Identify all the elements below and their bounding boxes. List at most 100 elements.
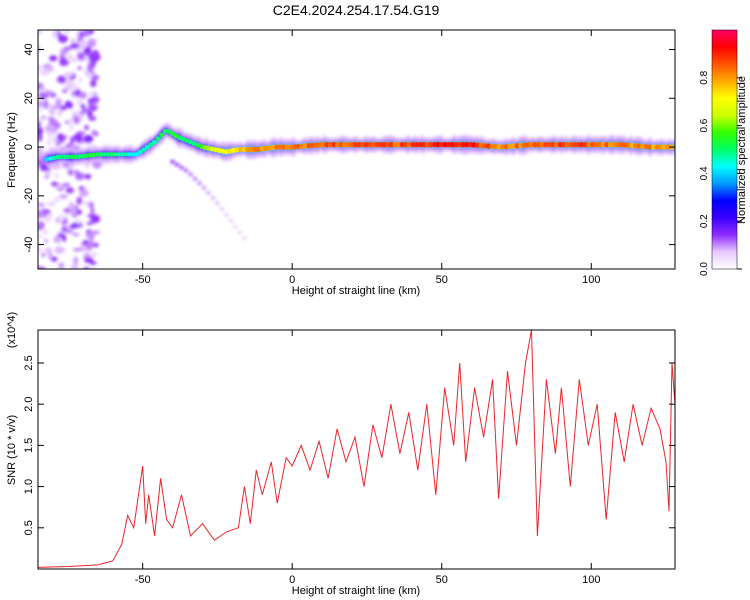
noise-cell — [91, 49, 99, 57]
ridge-cell — [575, 141, 581, 148]
ridge-cell — [647, 144, 653, 150]
ridge-cell — [406, 142, 413, 148]
ridge-cell — [101, 152, 107, 157]
ridge-cell — [464, 141, 470, 148]
chart-title: C2E4.2024.254.17.54.G19 — [273, 2, 440, 18]
noise-cell — [70, 110, 81, 115]
ridge-cell — [568, 141, 574, 148]
branch-cell — [228, 218, 234, 223]
noise-cell — [61, 233, 67, 243]
noise-cell — [64, 86, 73, 90]
y-tick-label: 1.0 — [23, 479, 35, 494]
x-tick-label: 0 — [289, 574, 295, 586]
ridge-cell — [141, 147, 147, 152]
branch-cell — [242, 236, 247, 241]
ridge-cell — [159, 132, 165, 138]
ridge-cell — [546, 141, 552, 148]
noise-cell — [87, 92, 95, 97]
noise-cell — [70, 264, 79, 269]
ridge-cell — [593, 142, 599, 148]
ridge-cell — [550, 141, 556, 148]
noise-cell — [38, 221, 45, 230]
y-tick-label: 2.0 — [23, 397, 35, 412]
ridge-cell — [105, 152, 111, 157]
noise-cell — [69, 224, 78, 229]
ridge-cell — [169, 131, 176, 136]
ridge-cell — [116, 152, 122, 157]
noise-cell — [79, 186, 84, 190]
noise-cell — [76, 209, 82, 215]
noise-cell — [77, 76, 83, 84]
ridge-cell — [665, 144, 671, 150]
colorbar-bar — [711, 29, 738, 270]
spectrogram-y-axis-label: Frequency (Hz) — [6, 112, 18, 188]
noise-cell — [57, 75, 66, 83]
noise-cell — [87, 38, 97, 48]
noise-cell — [84, 173, 92, 180]
noise-cell — [85, 107, 92, 114]
ridge-cell — [130, 152, 136, 157]
spectrogram-y-ticks: -40 -20 0 20 40 — [23, 43, 675, 253]
noise-cell — [54, 173, 59, 178]
noise-cell — [38, 64, 43, 72]
noise-cell — [49, 55, 58, 62]
ridge-cell — [396, 142, 402, 148]
noise-cell — [74, 169, 79, 175]
ridge-cell — [424, 142, 430, 148]
noise-cell — [85, 231, 96, 239]
spectrogram-x-axis-label: Height of straight line (km) — [292, 285, 420, 297]
noise-cell — [82, 30, 91, 37]
ridge-cell — [62, 154, 68, 159]
noise-cell — [56, 133, 64, 143]
noise-cell — [76, 217, 81, 225]
branch-cell — [174, 162, 180, 167]
noise-cell — [38, 209, 45, 218]
noise-cell — [45, 213, 52, 221]
ridge-cell — [335, 142, 341, 148]
snr-panel: -50 0 50 100 0.5 1.0 1.5 2.0 2.5 Height of stra… — [6, 312, 676, 597]
noise-cell — [82, 68, 89, 73]
ridge-cell — [65, 154, 72, 160]
noise-cell — [60, 105, 67, 111]
noise-cell — [65, 79, 75, 87]
ridge-cell — [374, 141, 380, 148]
ridge-cell — [650, 144, 657, 150]
noise-cell — [38, 234, 43, 239]
y-tick-label: 0.5 — [23, 520, 35, 535]
noise-cell — [59, 247, 66, 253]
ridge-cell — [134, 152, 140, 157]
branch-cell — [197, 181, 202, 186]
colorbar-ticks: 0.0 0.2 0.4 0.6 0.8 — [699, 70, 742, 276]
noise-cell — [38, 266, 46, 269]
noise-cell — [38, 45, 41, 53]
noise-cell — [75, 32, 80, 37]
ridge-cell — [557, 141, 563, 148]
ridge-cell — [539, 142, 545, 148]
y-tick-label: 1.5 — [23, 438, 35, 453]
ridge-cell — [148, 142, 154, 147]
noise-cell — [80, 103, 86, 109]
colorbar-tick-label: 0.0 — [699, 262, 710, 276]
branch-cell — [224, 212, 229, 217]
noise-cell — [67, 101, 73, 109]
ridge-cell — [331, 141, 337, 148]
ridge-cell — [363, 141, 369, 148]
noise-cell — [55, 184, 64, 189]
ridge-cell — [342, 142, 348, 148]
noise-cell — [47, 116, 55, 120]
branch-cell — [201, 185, 207, 190]
noise-cell — [77, 40, 88, 50]
y-tick-label: 2.5 — [23, 355, 35, 370]
snr-plot-area — [38, 330, 675, 569]
x-tick-label: -50 — [135, 274, 151, 286]
ridge-cell — [349, 142, 355, 148]
y-tick-label: -20 — [23, 188, 35, 204]
noise-cell — [58, 262, 65, 269]
branch-cell — [192, 176, 198, 181]
noise-cell — [84, 257, 94, 263]
noise-cell — [48, 251, 53, 260]
branch-cell — [215, 201, 220, 206]
ridge-cell — [58, 154, 64, 160]
noise-cell — [38, 154, 46, 161]
noise-cell — [73, 115, 80, 125]
